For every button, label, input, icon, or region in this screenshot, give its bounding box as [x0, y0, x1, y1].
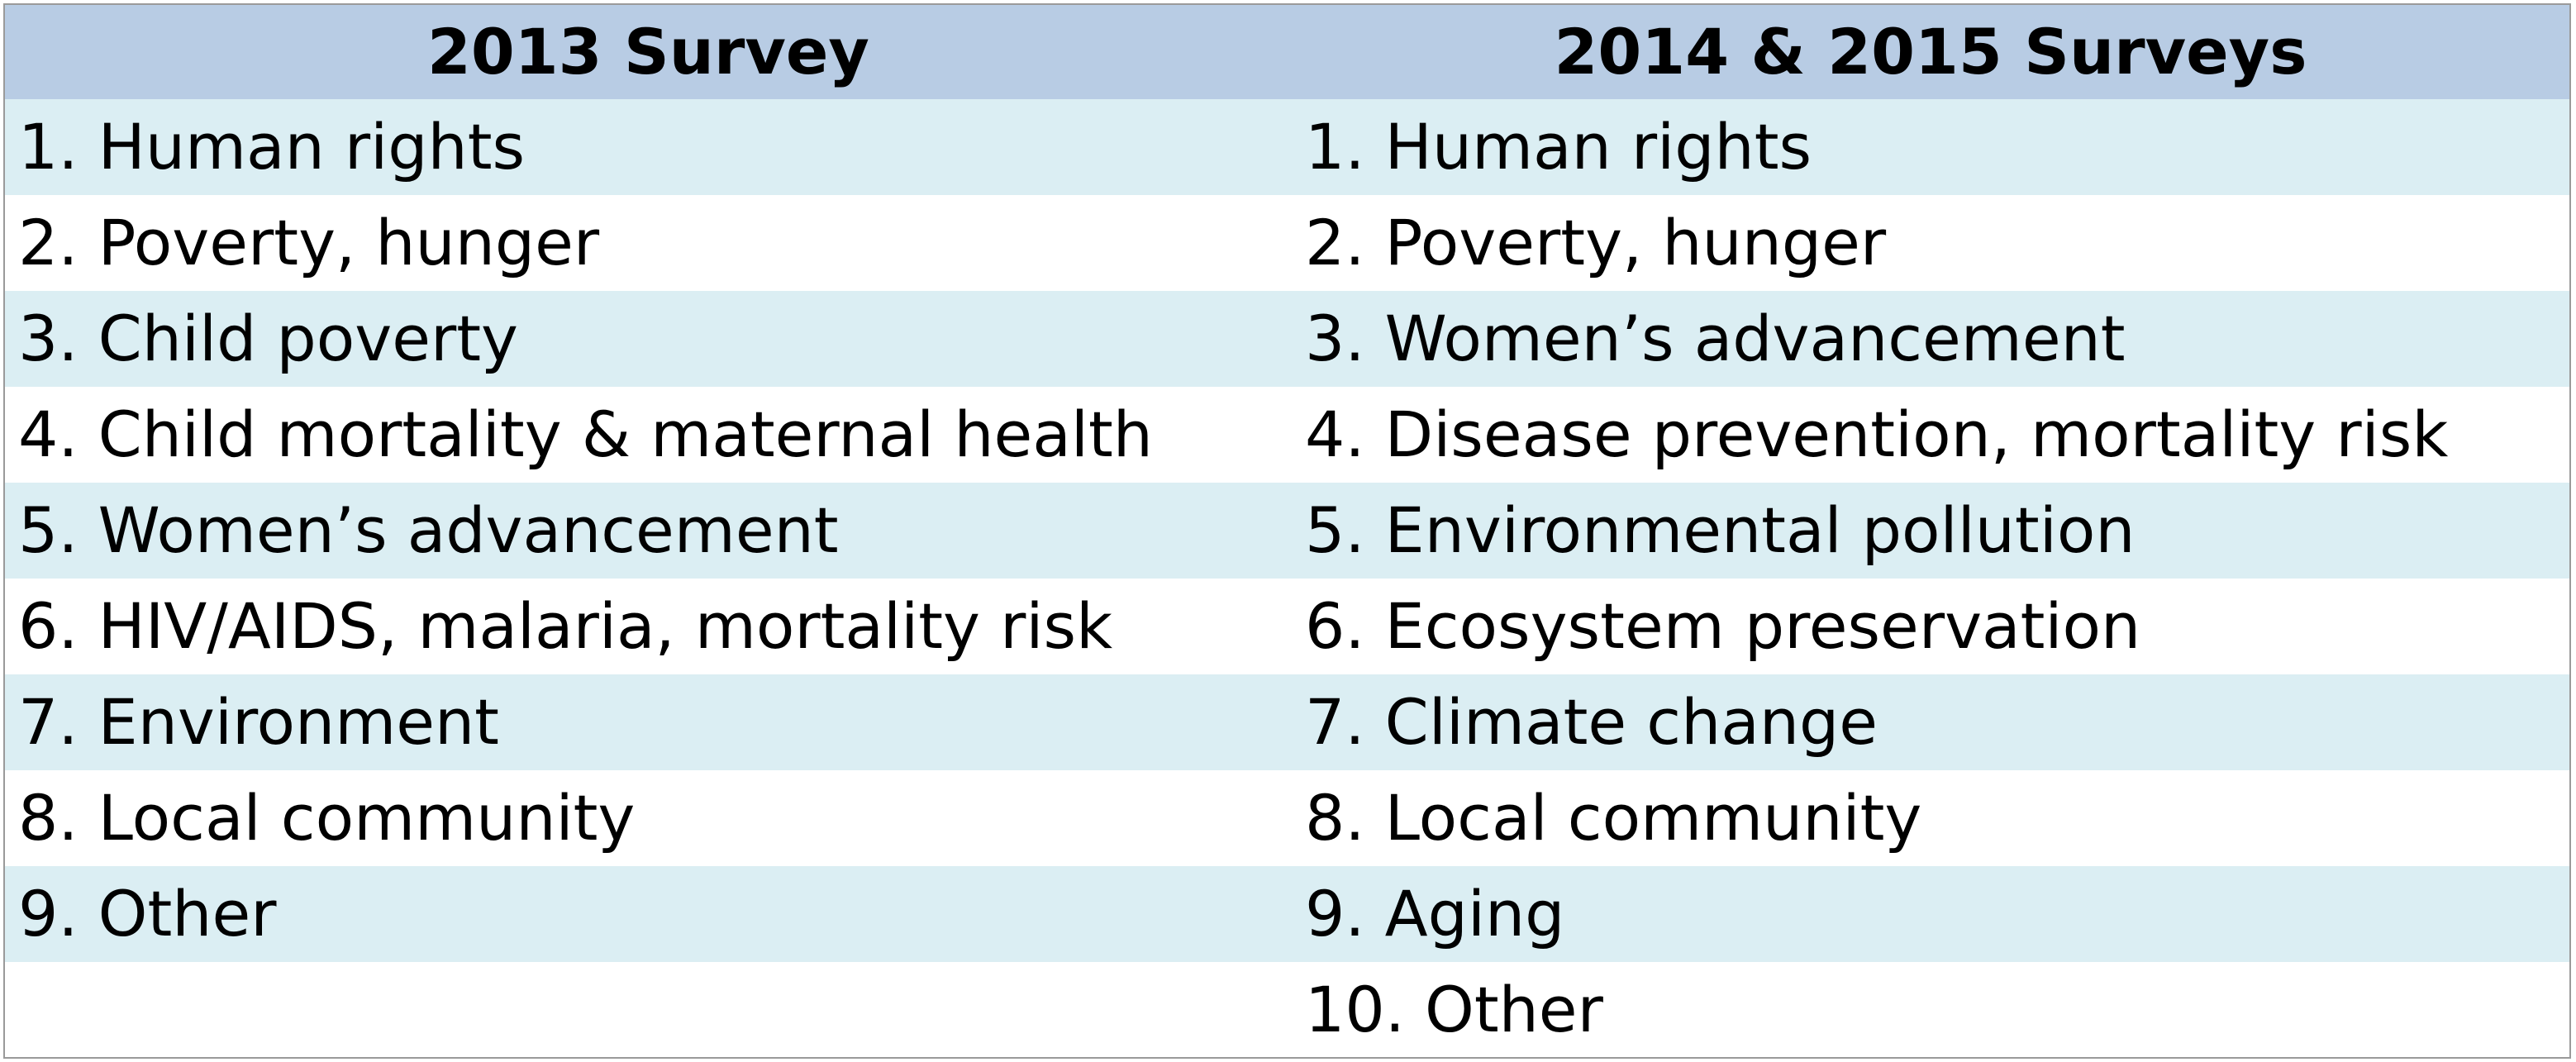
cell-2014-2015: 8. Local community	[1292, 770, 2569, 866]
survey-comparison-table: 2013 Survey 2014 & 2015 Surveys 1. Human…	[3, 3, 2571, 1059]
table-row: 9. Other 9. Aging	[5, 866, 2569, 962]
table-row: 3. Child poverty 3. Women’s advancement	[5, 291, 2569, 387]
cell-2013: 5. Women’s advancement	[5, 483, 1292, 579]
header-2013-survey: 2013 Survey	[5, 5, 1292, 99]
cell-2014-2015: 6. Ecosystem preservation	[1292, 579, 2569, 674]
cell-2013: 7. Environment	[5, 674, 1292, 770]
cell-2013: 4. Child mortality & maternal health	[5, 387, 1292, 483]
cell-2014-2015: 7. Climate change	[1292, 674, 2569, 770]
table-row: 4. Child mortality & maternal health 4. …	[5, 387, 2569, 483]
cell-2014-2015: 2. Poverty, hunger	[1292, 195, 2569, 291]
header-row: 2013 Survey 2014 & 2015 Surveys	[5, 5, 2569, 99]
cell-2014-2015: 5. Environmental pollution	[1292, 483, 2569, 579]
cell-2014-2015: 3. Women’s advancement	[1292, 291, 2569, 387]
table-row: 8. Local community 8. Local community	[5, 770, 2569, 866]
table-row: 2. Poverty, hunger 2. Poverty, hunger	[5, 195, 2569, 291]
cell-2014-2015: 10. Other	[1292, 962, 2569, 1057]
cell-2013: 3. Child poverty	[5, 291, 1292, 387]
cell-2014-2015: 1. Human rights	[1292, 99, 2569, 195]
table-row: 1. Human rights 1. Human rights	[5, 99, 2569, 195]
cell-2013: 1. Human rights	[5, 99, 1292, 195]
table-row: 5. Women’s advancement 5. Environmental …	[5, 483, 2569, 579]
cell-2013: 8. Local community	[5, 770, 1292, 866]
header-2014-2015-surveys: 2014 & 2015 Surveys	[1292, 5, 2569, 99]
table-row: 6. HIV/AIDS, malaria, mortality risk 6. …	[5, 579, 2569, 674]
survey-table: 2013 Survey 2014 & 2015 Surveys 1. Human…	[5, 5, 2569, 1057]
cell-2013	[5, 962, 1292, 1057]
table-row: 7. Environment 7. Climate change	[5, 674, 2569, 770]
cell-2013: 2. Poverty, hunger	[5, 195, 1292, 291]
cell-2013: 9. Other	[5, 866, 1292, 962]
cell-2014-2015: 4. Disease prevention, mortality risk	[1292, 387, 2569, 483]
cell-2014-2015: 9. Aging	[1292, 866, 2569, 962]
table-row: 10. Other	[5, 962, 2569, 1057]
cell-2013: 6. HIV/AIDS, malaria, mortality risk	[5, 579, 1292, 674]
